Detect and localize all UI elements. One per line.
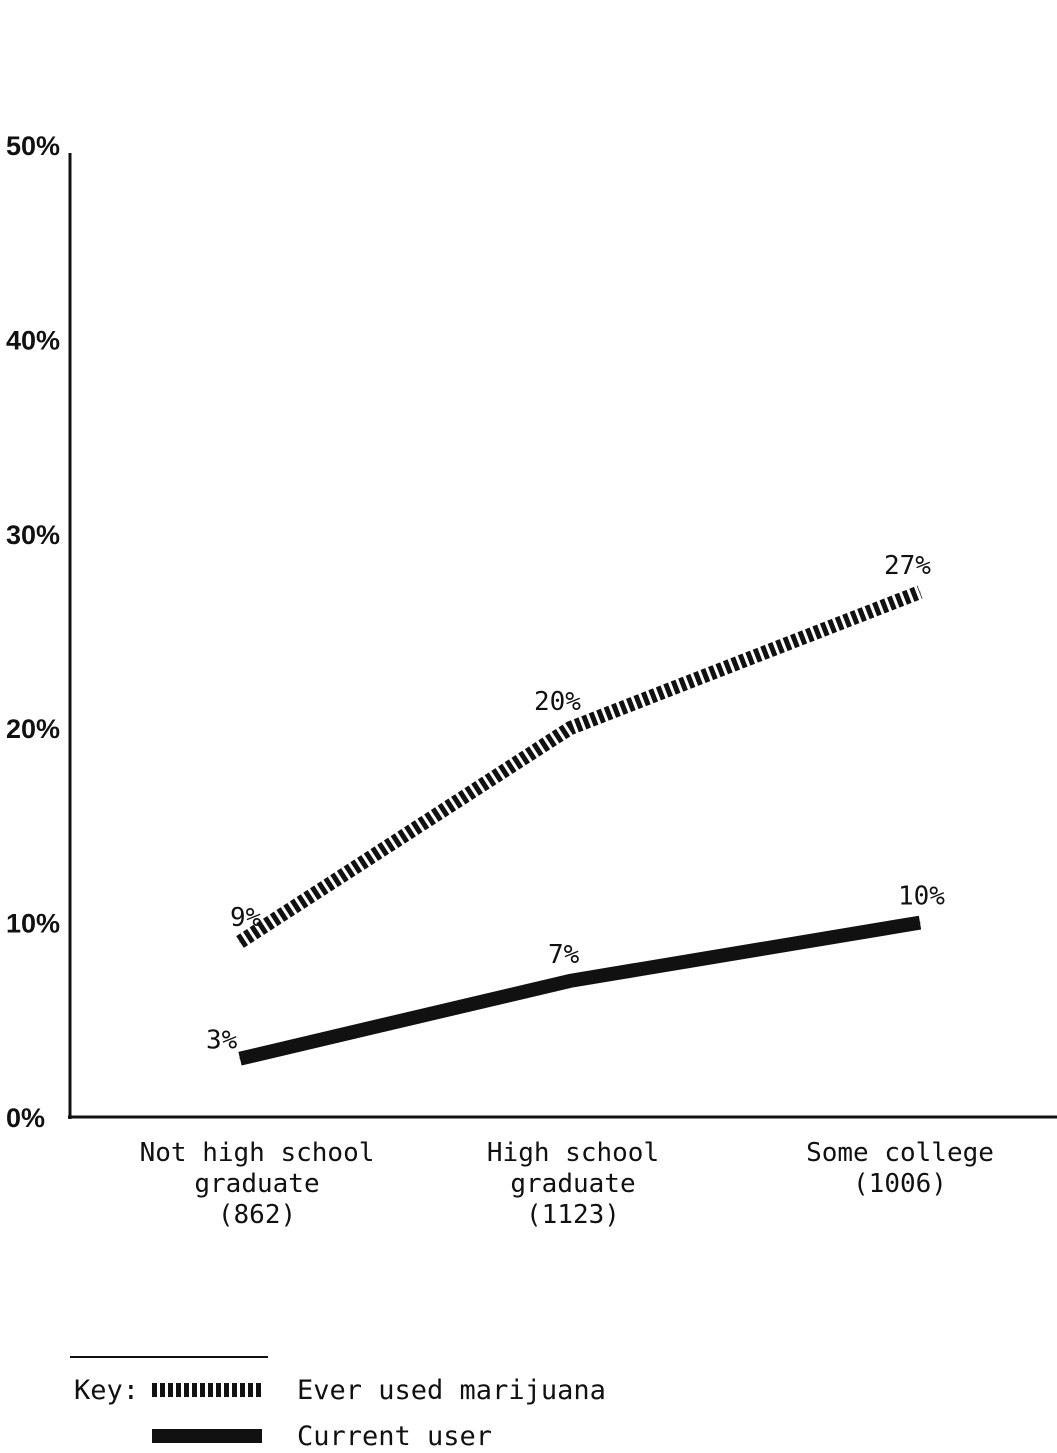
category-labels: Not high school graduate (862) High school g… — [140, 1138, 994, 1230]
y-tick-label: 20% — [6, 714, 60, 744]
series-group — [236, 585, 923, 1066]
series-line-ever-used — [236, 585, 923, 948]
legend-title: Key: — [74, 1375, 139, 1406]
data-label: 7% — [548, 940, 580, 970]
x-category-label: High school graduate (1123) — [487, 1138, 659, 1230]
y-ticks: 0% 10% 20% 30% 40% 50% — [6, 131, 60, 1133]
data-point — [919, 922, 921, 924]
legend: Key: Ever used marijuana Current user — [70, 1356, 606, 1452]
data-point — [239, 1058, 241, 1060]
y-tick-label: 30% — [6, 520, 60, 550]
x-category-label: Not high school graduate (862) — [140, 1138, 375, 1230]
series-line-current-user — [238, 915, 922, 1066]
legend-entry-label: Current user — [297, 1421, 492, 1452]
data-point — [569, 727, 571, 729]
data-label: 10% — [898, 882, 945, 912]
y-tick-label: 50% — [6, 131, 60, 161]
axes — [68, 153, 1057, 1119]
data-label: 9% — [230, 903, 262, 933]
data-point — [569, 980, 571, 982]
data-label: 27% — [884, 551, 931, 581]
data-point — [919, 591, 921, 593]
x-category-label: Some college (1006) — [806, 1138, 994, 1199]
data-label: 20% — [534, 687, 581, 717]
y-tick-label: 10% — [6, 909, 60, 939]
y-tick-label: 0% — [6, 1103, 45, 1133]
y-tick-label: 40% — [6, 325, 60, 355]
data-label: 3% — [206, 1026, 238, 1056]
data-point — [239, 941, 241, 943]
data-labels: 9% 20% 27% 3% 7% 10% — [206, 551, 945, 1056]
legend-entry-label: Ever used marijuana — [297, 1375, 606, 1406]
